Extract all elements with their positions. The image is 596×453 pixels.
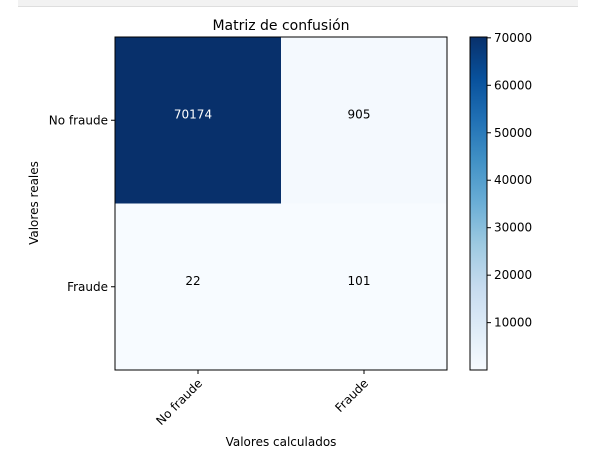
y-axis-label: Valores reales (27, 161, 41, 245)
output-cell-top-bar (18, 0, 578, 7)
plot-frame (114, 36, 448, 371)
cell-value-label: 905 (348, 107, 371, 121)
heatmap-cell (115, 37, 281, 204)
colorbar-tick-label: 40000 (494, 173, 532, 187)
chart-title: Matriz de confusión (212, 18, 349, 34)
colorbar-tick-label: 20000 (494, 268, 532, 282)
x-tick-label: No fraude (153, 376, 205, 428)
cell-value-label: 22 (185, 274, 200, 288)
cell-value-label: 70174 (174, 107, 212, 121)
colorbar-tick-label: 60000 (494, 78, 532, 92)
heatmap-cell (281, 203, 447, 370)
cell-value-label: 101 (348, 274, 371, 288)
y-axis-ticks: No fraude Fraude (49, 113, 115, 294)
heatmap-cell (115, 203, 281, 370)
y-tick-label: Fraude (67, 280, 108, 294)
x-tick-label: Fraude (332, 376, 371, 415)
colorbar-tick-label: 50000 (494, 126, 532, 140)
x-axis-label: Valores calculados (226, 435, 337, 449)
colorbar-tick-label: 30000 (494, 221, 532, 235)
colorbar-tick-label: 10000 (494, 316, 532, 330)
heatmap-cells: 70174 905 22 101 (115, 37, 447, 370)
heatmap-cell (281, 37, 447, 204)
colorbar-ticks: 10000 20000 30000 40000 50000 60000 70000 (487, 31, 532, 330)
colorbar-tick-label: 70000 (494, 31, 532, 45)
y-tick-label: No fraude (49, 113, 108, 127)
x-axis-ticks: No fraude Fraude (153, 370, 371, 428)
colorbar (469, 36, 488, 371)
